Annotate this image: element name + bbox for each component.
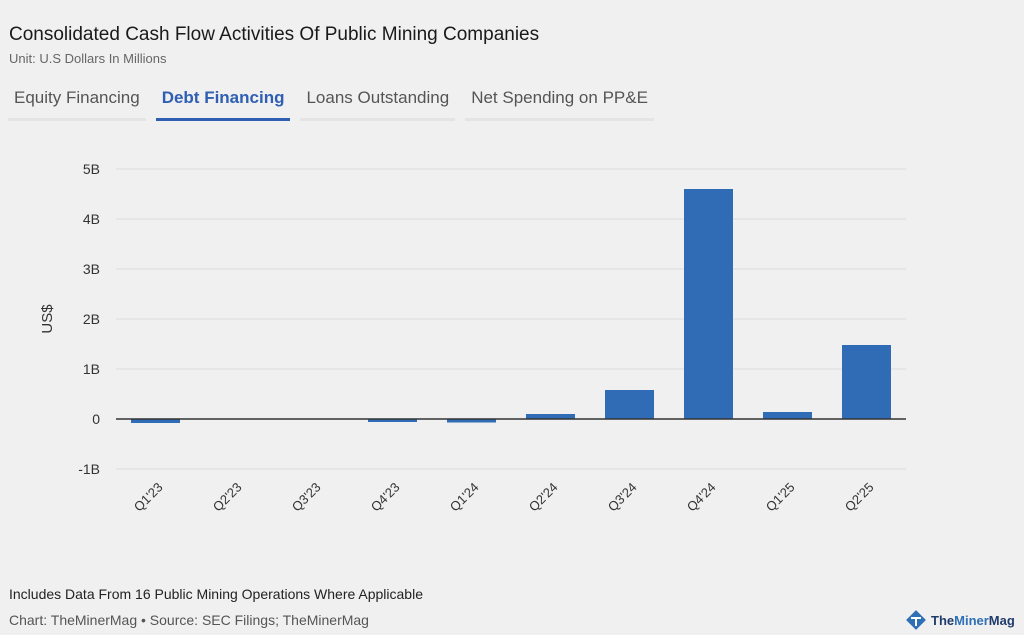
- footnote: Includes Data From 16 Public Mining Oper…: [9, 586, 423, 602]
- bar-chart: 5B 4B 3B 2B 1B 0 -1B US$ Q1'23 Q2'23 Q3'23 Q4'23 Q1'…: [39, 161, 906, 515]
- theminermag-logo: The Miner Mag: [905, 609, 1015, 631]
- x-tick-label: Q2'24: [526, 480, 561, 515]
- tab-loans-outstanding[interactable]: Loans Outstanding: [300, 86, 456, 121]
- y-tick-label: 0: [92, 411, 100, 427]
- bar-Q4'23: [368, 419, 417, 422]
- y-tick-label: 3B: [83, 261, 100, 277]
- x-tick-label: Q1'25: [763, 480, 798, 515]
- y-tick-label: 1B: [83, 361, 100, 377]
- y-tick-label: 4B: [83, 211, 100, 227]
- tab-net-spending-ppe[interactable]: Net Spending on PP&E: [465, 86, 654, 121]
- y-axis-label: US$: [39, 304, 56, 334]
- y-tick-label: 2B: [83, 311, 100, 327]
- bar-Q1'25: [763, 412, 812, 419]
- bar-Q3'24: [605, 390, 654, 419]
- bar-Q2'25: [842, 345, 891, 419]
- x-tick-label: Q4'24: [684, 480, 719, 515]
- tab-equity-financing[interactable]: Equity Financing: [8, 86, 146, 121]
- tab-debt-financing[interactable]: Debt Financing: [155, 86, 291, 121]
- x-tick-label: Q3'24: [605, 480, 640, 515]
- x-tick-label: Q2'25: [842, 480, 877, 515]
- tab-bar: Equity Financing Debt Financing Loans Ou…: [8, 86, 664, 121]
- source-credit: Chart: TheMinerMag • Source: SEC Filings…: [9, 612, 369, 628]
- logo-icon: [906, 610, 926, 630]
- bar-Q2'24: [526, 414, 575, 419]
- x-tick-label: Q4'23: [368, 480, 403, 515]
- bar-Q1'24: [447, 419, 496, 423]
- x-tick-label: Q1'23: [131, 480, 166, 515]
- chart-subtitle: Unit: U.S Dollars In Millions: [9, 51, 167, 66]
- y-tick-label: 5B: [83, 161, 100, 177]
- x-tick-label: Q1'24: [447, 480, 482, 515]
- bar-Q4'24: [684, 189, 733, 419]
- chart-title: Consolidated Cash Flow Activities Of Pub…: [9, 24, 540, 45]
- bar-Q1'23: [131, 419, 180, 423]
- y-tick-label: -1B: [78, 461, 100, 477]
- x-tick-label: Q3'23: [289, 480, 324, 515]
- x-tick-label: Q2'23: [210, 480, 245, 515]
